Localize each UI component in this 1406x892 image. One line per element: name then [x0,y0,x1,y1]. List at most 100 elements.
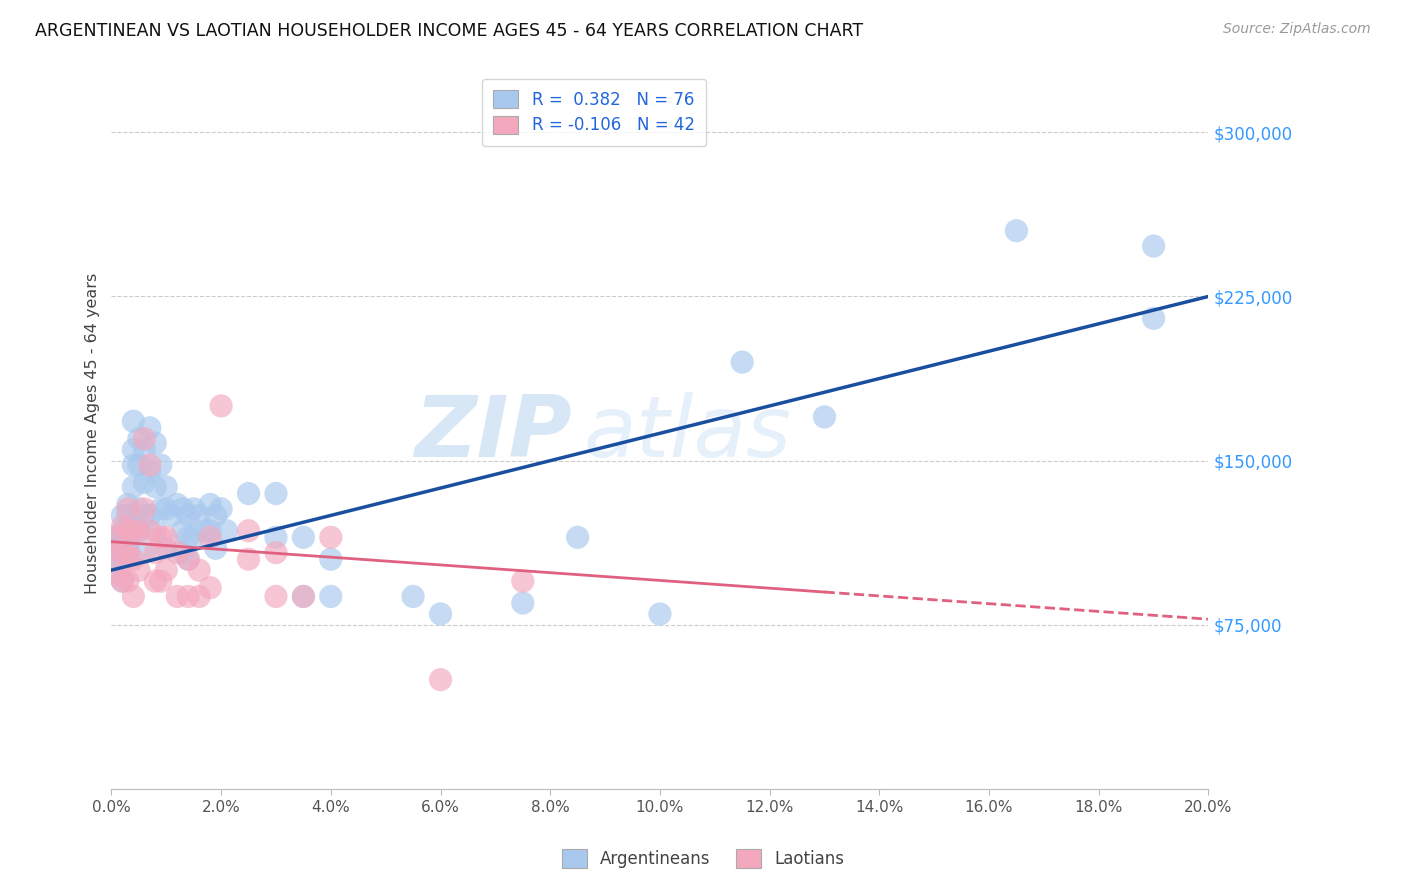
Point [122,480,145,494]
Point [264,530,287,544]
Point [177,530,200,544]
Point [155,563,177,577]
Point [117,498,139,512]
Legend: Argentineans, Laotians: Argentineans, Laotians [555,843,851,875]
Point [155,501,177,516]
Point [194,524,217,538]
Point [204,541,226,556]
Point [1005,224,1028,238]
Point [111,524,134,538]
Point [128,563,150,577]
Point [149,530,172,544]
Point [117,508,139,523]
Point [134,501,156,516]
Point [172,501,194,516]
Point [567,530,589,544]
Point [166,498,188,512]
Legend: R =  0.382   N = 76, R = -0.106   N = 42: R = 0.382 N = 76, R = -0.106 N = 42 [482,78,706,146]
Point [166,590,188,604]
Point [198,524,221,538]
Point [209,501,232,516]
Text: atlas: atlas [583,392,792,475]
Point [429,673,451,687]
Text: ZIP: ZIP [415,392,572,475]
Point [198,530,221,544]
Point [117,574,139,588]
Point [143,480,166,494]
Point [105,567,128,582]
Point [198,498,221,512]
Point [238,552,260,566]
Point [813,409,835,424]
Point [319,590,342,604]
Point [149,574,172,588]
Point [177,552,200,566]
Point [139,524,162,538]
Point [117,524,139,538]
Point [648,607,671,621]
Point [319,552,342,566]
Point [292,590,315,604]
Point [264,546,287,560]
Point [1142,311,1164,326]
Point [143,546,166,560]
Point [128,524,150,538]
Point [117,546,139,560]
Point [209,399,232,413]
Point [177,590,200,604]
Point [198,581,221,595]
Point [117,501,139,516]
Point [105,541,128,556]
Point [512,596,534,610]
Point [149,501,172,516]
Point [155,530,177,544]
Point [117,541,139,556]
Point [111,530,134,544]
Point [292,530,315,544]
Text: Source: ZipAtlas.com: Source: ZipAtlas.com [1223,22,1371,37]
Point [111,519,134,533]
Point [143,524,166,538]
Y-axis label: Householder Income Ages 45 - 64 years: Householder Income Ages 45 - 64 years [86,273,100,594]
Point [177,552,200,566]
Point [139,458,162,472]
Point [177,508,200,523]
Point [134,442,156,457]
Point [105,530,128,544]
Point [111,508,134,523]
Point [166,546,188,560]
Point [117,519,139,533]
Point [188,590,211,604]
Point [122,458,145,472]
Point [122,442,145,457]
Point [183,530,205,544]
Point [128,524,150,538]
Text: ARGENTINEAN VS LAOTIAN HOUSEHOLDER INCOME AGES 45 - 64 YEARS CORRELATION CHART: ARGENTINEAN VS LAOTIAN HOUSEHOLDER INCOM… [35,22,863,40]
Point [111,574,134,588]
Point [172,546,194,560]
Point [264,590,287,604]
Point [117,524,139,538]
Point [172,524,194,538]
Point [111,574,134,588]
Point [143,436,166,450]
Point [122,552,145,566]
Point [122,590,145,604]
Point [134,432,156,446]
Point [204,508,226,523]
Point [731,355,754,369]
Point [188,508,211,523]
Point [105,546,128,560]
Point [122,524,145,538]
Point [512,574,534,588]
Point [105,552,128,566]
Point [105,530,128,544]
Point [134,475,156,490]
Point [139,421,162,435]
Point [155,480,177,494]
Point [402,590,425,604]
Point [292,590,315,604]
Point [111,546,134,560]
Point [215,524,238,538]
Point [1142,239,1164,253]
